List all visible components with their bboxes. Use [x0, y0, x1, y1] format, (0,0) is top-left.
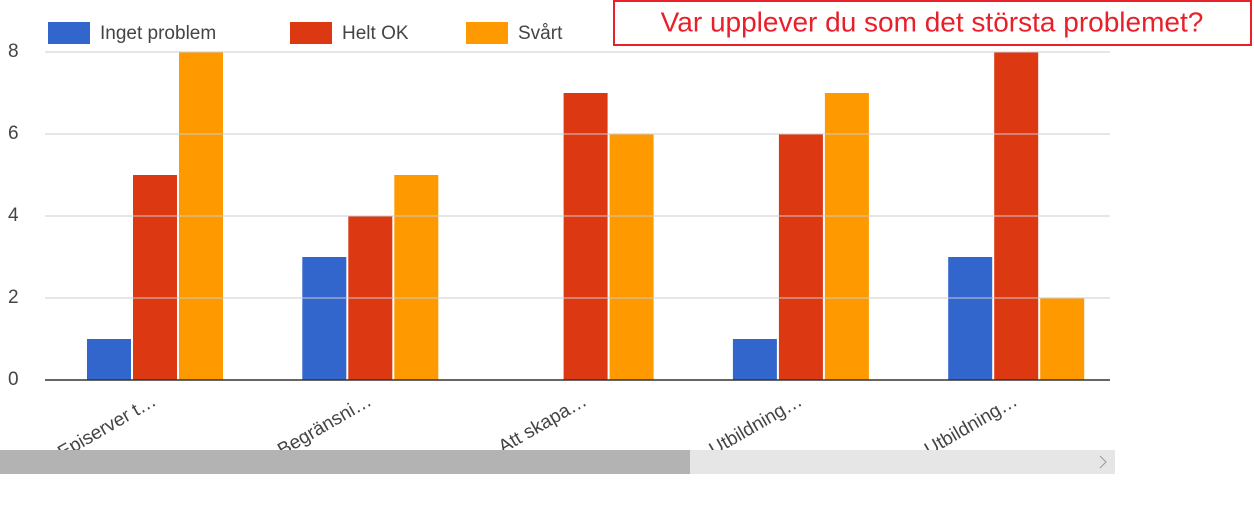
- x-tick-label: Utbildning…: [706, 390, 806, 460]
- bar: [732, 339, 777, 380]
- y-tick-label: 8: [8, 41, 19, 62]
- scroll-arrow[interactable]: [1099, 455, 1107, 469]
- bar: [609, 134, 654, 380]
- bar: [133, 175, 177, 380]
- legend-swatch: [290, 22, 332, 44]
- y-tick-label: 2: [8, 287, 19, 308]
- title-box: [613, 0, 1252, 46]
- bar: [1040, 298, 1085, 380]
- legend-label: Inget problem: [100, 23, 216, 44]
- x-tick-label: Utbildning…: [921, 390, 1021, 460]
- scrollbar-track[interactable]: [690, 450, 1115, 474]
- chart-title: Var upplever du som det största probleme…: [661, 6, 1204, 37]
- legend-swatch: [466, 22, 508, 44]
- y-tick-label: 4: [8, 205, 19, 226]
- legend-label: Helt OK: [342, 23, 409, 44]
- bar: [394, 175, 439, 380]
- legend-label: Svårt: [518, 23, 563, 44]
- bar: [302, 257, 347, 380]
- bar: [563, 93, 608, 380]
- y-tick-label: 6: [8, 123, 19, 144]
- bar: [824, 93, 869, 380]
- bar: [948, 257, 993, 380]
- x-tick-label: Att skapa…: [495, 390, 591, 457]
- legend-swatch: [48, 22, 90, 44]
- y-tick-label: 0: [8, 369, 19, 390]
- scrollbar-thumb[interactable]: [0, 450, 690, 474]
- bar: [87, 339, 131, 380]
- bar: [778, 134, 823, 380]
